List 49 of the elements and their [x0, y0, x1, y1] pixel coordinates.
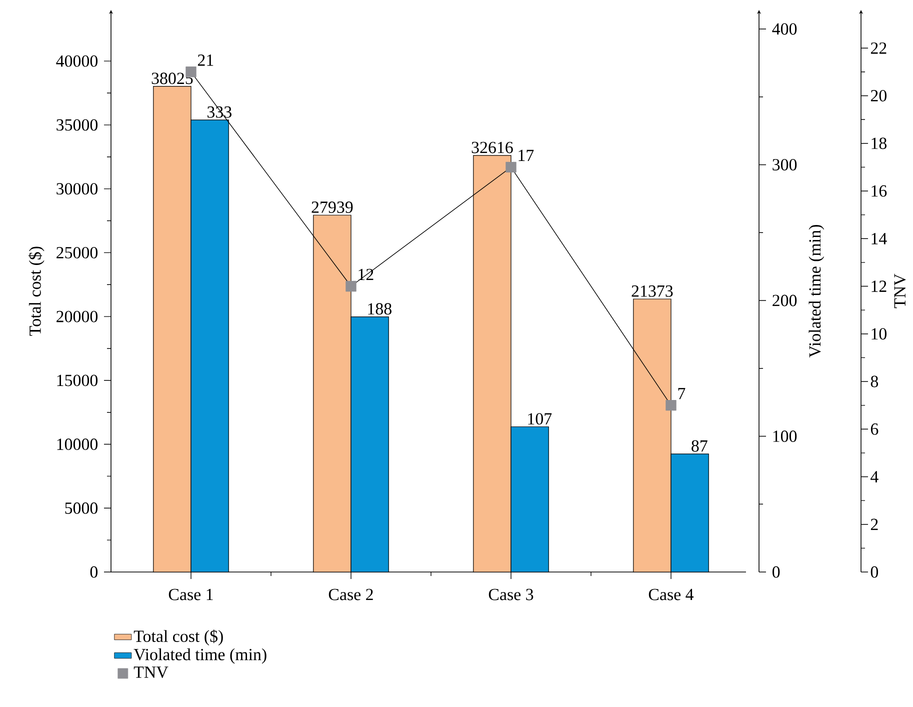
y2-tick-label: 300 — [772, 159, 797, 170]
y2-tick-label: 400 — [772, 23, 797, 35]
data-label: 38025 — [152, 72, 193, 84]
y-tick-label: 0 — [90, 566, 98, 578]
y3-tick-label: 8 — [870, 376, 878, 388]
x-tick-label: Case 2 — [328, 588, 373, 600]
point — [666, 400, 676, 411]
y2-tick-label: 0 — [772, 566, 780, 578]
data-label: 32616 — [472, 142, 513, 154]
data-label: 21373 — [632, 285, 673, 297]
data-label: 21 — [198, 54, 214, 66]
y2-axis-title: Violated time (min) — [808, 224, 824, 358]
y3-tick-label: 4 — [870, 471, 878, 482]
legend-label: Violated time (min) — [134, 648, 266, 664]
y3-tick-label: 20 — [870, 90, 887, 102]
y3-tick-label: 14 — [872, 233, 887, 244]
y3-tick-label: 0 — [870, 566, 878, 578]
y3-tick-label: 18 — [872, 138, 887, 150]
y3-tick-label: 10 — [872, 328, 887, 340]
y-tick-label: 15000 — [57, 374, 98, 386]
y-tick-label: 5000 — [65, 502, 98, 514]
data-label: 17 — [518, 150, 534, 161]
y3-axis-title: TNV — [894, 274, 906, 308]
data-label: 107 — [528, 413, 552, 425]
y3-tick-label: 16 — [872, 185, 887, 197]
point — [506, 162, 516, 173]
data-label: 27939 — [312, 202, 353, 213]
y3-tick-label: 6 — [870, 423, 878, 435]
x-tick-label: Case 1 — [168, 588, 213, 600]
legend-label: TNV — [134, 666, 168, 678]
y-tick-label: 40000 — [56, 55, 98, 67]
y2-tick-label: 100 — [773, 430, 797, 442]
y-tick-label: 25000 — [56, 246, 98, 258]
y-tick-label: 35000 — [56, 119, 98, 131]
y-axis-title: Total cost ($) — [28, 246, 44, 336]
y3-tick-label: 2 — [870, 518, 878, 530]
y-tick-label: 20000 — [56, 310, 98, 322]
data-label: 7 — [678, 388, 686, 400]
y-tick-label: 30000 — [56, 183, 98, 195]
point — [346, 280, 356, 292]
y3-tick-label: 12 — [872, 280, 886, 292]
y2-tick-label: 200 — [772, 294, 797, 306]
y-tick-label: 10000 — [57, 438, 98, 450]
data-label: 87 — [692, 440, 708, 452]
legend-label: Total cost ($) — [134, 630, 223, 646]
x-tick-label: Case 4 — [648, 588, 694, 600]
y3-tick-label: 22 — [870, 42, 886, 54]
data-label: 188 — [368, 303, 392, 315]
x-tick-label: Case 3 — [488, 588, 534, 600]
